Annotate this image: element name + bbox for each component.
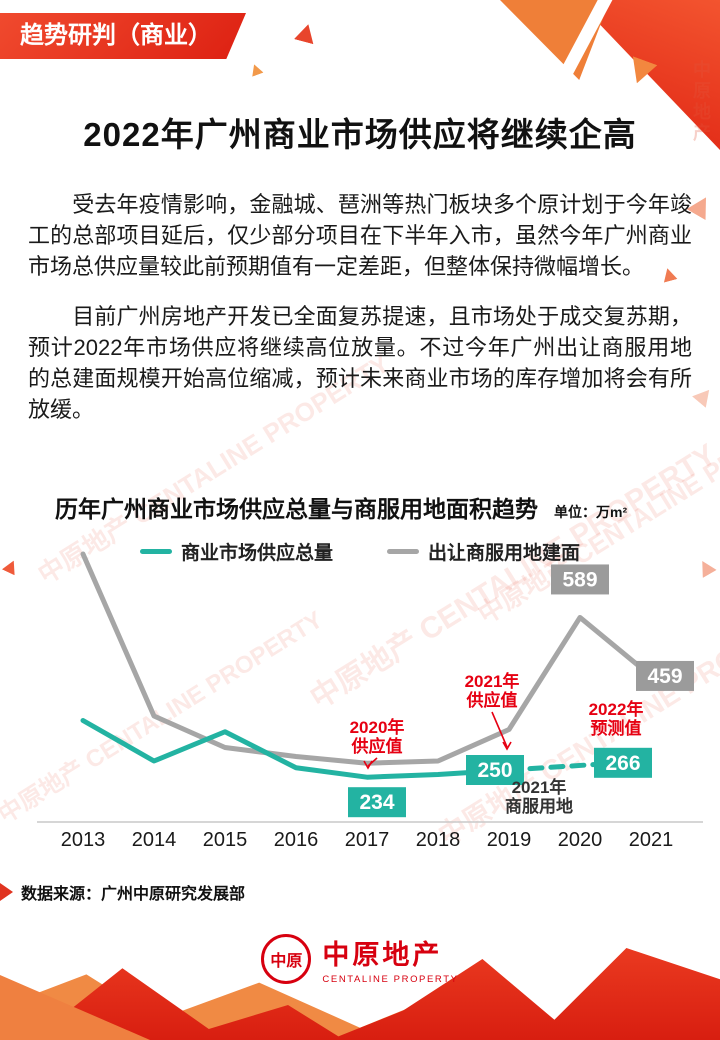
logo-subtitle: CENTALINE PROPERTY <box>322 974 459 985</box>
chart-annotation: 2022年 <box>589 699 644 719</box>
supply-line <box>80 718 512 780</box>
land-line-swatch <box>387 549 419 554</box>
legend-item-supply: 商业市场供应总量 <box>139 538 333 565</box>
data-source: 数据来源：广州中原研究发展部 <box>0 880 245 904</box>
annotation-arrowhead-icon <box>502 741 512 751</box>
x-axis-label: 2013 <box>61 829 106 851</box>
annotation-arrowhead-icon <box>363 760 373 770</box>
body-text: 受去年疫情影响，金融城、琶洲等热门板块多个原计划于今年竣工的总部项目延后，仅少部… <box>28 190 692 446</box>
value-label-box <box>466 755 524 785</box>
legend-label: 商业市场供应总量 <box>180 543 333 564</box>
value-label: 266 <box>605 752 640 775</box>
chart-unit-label: 单位：万m² <box>554 504 628 520</box>
body-paragraph: 受去年疫情影响，金融城、琶洲等热门板块多个原计划于今年竣工的总部项目延后，仅少部… <box>28 192 692 279</box>
chart-annotation: 2021年 <box>465 671 520 691</box>
x-axis-label: 2016 <box>274 829 319 851</box>
centaline-logo: 中原 中原地产 CENTALINE PROPERTY <box>0 933 720 985</box>
x-axis-label: 2021 <box>629 829 674 851</box>
chart-annotation: 供应值 <box>351 736 403 756</box>
logo-text: 中原地产 CENTALINE PROPERTY <box>322 933 458 985</box>
chart-area: 2013 2014 2015 2016 2017 2018 2019 2020 2021 589 4… <box>15 535 705 855</box>
value-label-box <box>594 747 652 778</box>
page-title: 2022年广州商业市场供应将继续企高 <box>83 116 637 153</box>
land-line <box>80 551 654 766</box>
body-paragraph: 目前广州房地产开发已全面复苏提速，且市场处于成交复苏期，预计2022年市场供应将… <box>28 304 692 422</box>
chart-annotation: 2020年 <box>350 717 405 737</box>
value-label-box <box>636 660 694 691</box>
annotation-arrow <box>491 711 508 748</box>
centaline-logo-mark: 中原 <box>261 934 312 984</box>
x-axis-label: 2019 <box>487 829 532 851</box>
trend-line-chart: 2013 2014 2015 2016 2017 2018 2019 2020 2021 589 4… <box>37 551 703 851</box>
value-label-box <box>348 787 406 818</box>
x-axis-label: 2017 <box>345 829 390 851</box>
logo-name: 中原地产 <box>322 940 443 970</box>
x-axis-label: 2014 <box>132 829 177 851</box>
value-label: 589 <box>562 568 597 591</box>
legend-label: 出让商服用地建面 <box>428 543 581 564</box>
chart-annotation: 预测值 <box>591 718 642 738</box>
section-badge: 趋势研判（商业） <box>0 13 246 59</box>
chart-header: 历年广州商业市场供应总量与商服用地面积趋势 单位：万m² <box>55 490 627 524</box>
legend-item-land: 出让商服用地建面 <box>387 538 580 565</box>
chart-annotation: 2021年 <box>512 777 567 797</box>
x-axis-label: 2018 <box>416 829 461 851</box>
x-axis-label: 2020 <box>558 829 603 851</box>
chart-annotation: 供应值 <box>466 690 518 710</box>
source-marker-icon <box>0 883 13 901</box>
value-label-box <box>551 564 609 595</box>
value-label: 459 <box>647 665 682 688</box>
source-text: 数据来源：广州中原研究发展部 <box>21 886 246 903</box>
chart-title: 历年广州商业市场供应总量与商服用地面积趋势 <box>55 496 538 522</box>
logo-mark-text: 中原 <box>270 953 303 970</box>
supply-line-swatch <box>139 549 172 554</box>
value-label: 250 <box>477 759 512 782</box>
chart-annotation: 商服用地 <box>505 796 573 816</box>
value-label: 234 <box>359 791 394 814</box>
chart-legend: 商业市场供应总量 出让商服用地建面 <box>0 538 720 565</box>
x-axis-label: 2015 <box>203 829 248 851</box>
